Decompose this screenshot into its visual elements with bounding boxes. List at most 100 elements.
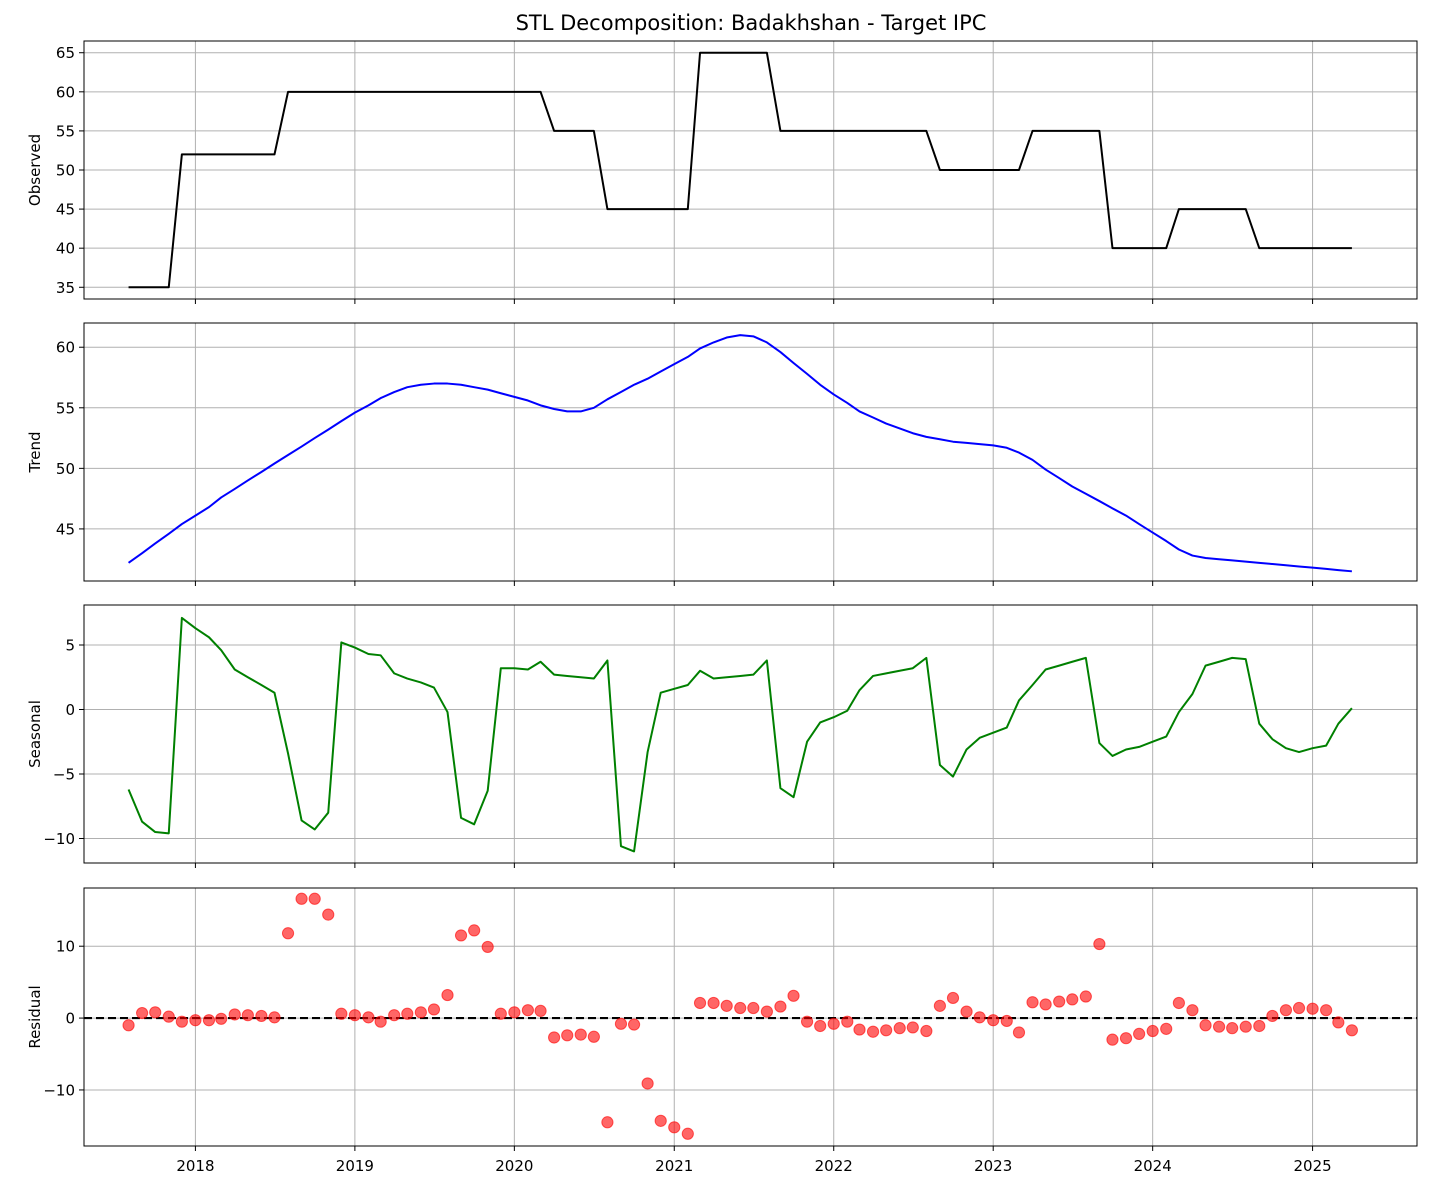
residual-point [122,1019,135,1032]
residual-point [987,1014,1000,1027]
residual-point [1079,990,1092,1003]
residual-point [1199,1019,1212,1032]
y-tick-label: 55 [56,122,75,140]
residual-point [734,1001,747,1015]
residual-point [1106,1033,1119,1046]
residual-point [866,1025,880,1038]
residual-point [348,1009,361,1022]
y-tick-label: 5 [65,636,75,654]
residual-point [1279,1004,1293,1017]
x-tick-label: 2021 [655,1157,693,1175]
residual-point [388,1009,401,1022]
residual-point [454,929,468,942]
y-tick-label: −10 [43,830,75,848]
residual-point [1133,1027,1146,1040]
residual-point [189,1014,202,1027]
panels-root: 35404550556065Observed45505560Trend−10−5… [26,40,1418,1175]
residual-point [1239,1020,1252,1033]
residual-point [1253,1019,1266,1033]
y-tick-label: 60 [56,83,75,101]
residual-point [893,1022,906,1035]
residual-point [720,999,733,1012]
x-tick-label: 2022 [815,1157,853,1175]
panel-frame [83,322,1418,582]
residual-point [1212,1020,1226,1033]
residual-point [880,1024,893,1037]
series-line-observed [128,51,1352,289]
residual-point [946,991,960,1005]
residual-point [149,1006,162,1019]
y-tick-label: 50 [56,460,75,478]
residual-point [960,1005,973,1018]
y-tick-label: 65 [56,44,75,62]
residual-point [906,1021,919,1034]
y-tick-label: 45 [56,520,75,538]
residual-point [468,924,481,937]
x-tick-label: 2025 [1293,1157,1331,1175]
x-tick-label: 2023 [974,1157,1012,1175]
residual-point [760,1005,773,1018]
residual-point [255,1009,268,1023]
residual-point [281,927,295,940]
residual-point [1172,996,1185,1010]
panel-observed: 35 40 45 50 55 60 65 Observed [26,40,1418,304]
residual-point [1146,1024,1159,1038]
y-tick-label: −10 [43,1081,75,1099]
x-tick-label: 2020 [495,1157,533,1175]
residual-point [215,1012,228,1025]
residual-point [681,1127,694,1140]
panel-frame [83,887,1418,1147]
y-tick-label: 0 [65,1010,75,1028]
residual-point [920,1024,933,1038]
residual-point [841,1015,854,1028]
residual-point [933,999,946,1012]
x-tick-label: 2019 [336,1157,374,1175]
residual-point [308,892,321,905]
residual-point [136,1006,149,1020]
residual-point [693,996,707,1010]
residual-point [241,1009,254,1022]
residual-point [1186,1004,1199,1017]
residual-point [707,996,720,1010]
residual-point [614,1017,628,1030]
residual-point [162,1010,175,1023]
residual-point [587,1030,600,1043]
residual-point [1026,996,1039,1009]
y-tick-label: 0 [65,701,75,719]
y-tick-label: 60 [56,339,75,357]
residual-point [374,1015,387,1028]
residual-point [441,988,454,1002]
residual-point [601,1116,614,1129]
y-axis-label: Seasonal [26,700,44,768]
residual-point [427,1003,441,1016]
residual-point [800,1015,814,1028]
residual-point [175,1015,188,1028]
y-axis-label: Residual [26,985,44,1048]
residual-point [561,1029,574,1042]
panel-frame [83,604,1418,864]
residual-point [481,940,494,954]
x-tick-label: 2018 [176,1157,214,1175]
residual-point [627,1018,641,1031]
residual-point [1332,1016,1345,1029]
y-tick-label: 55 [56,399,75,417]
residual-point [1292,1001,1306,1015]
residual-point [1266,1009,1279,1023]
residual-point [401,1007,414,1020]
panel-frame [83,40,1418,300]
residual-point [1160,1022,1173,1035]
x-tick-label: 2024 [1134,1157,1172,1175]
residual-point [814,1019,827,1033]
residual-point [1119,1032,1133,1045]
residual-point [414,1006,427,1019]
residual-point [1066,993,1079,1006]
residual-point [1320,1004,1333,1017]
residual-point [508,1006,521,1019]
residual-point [654,1114,667,1127]
residual-point [268,1011,281,1024]
residual-point [747,1001,760,1015]
y-tick-label: −5 [53,765,75,783]
series-line-trend [127,334,1352,573]
